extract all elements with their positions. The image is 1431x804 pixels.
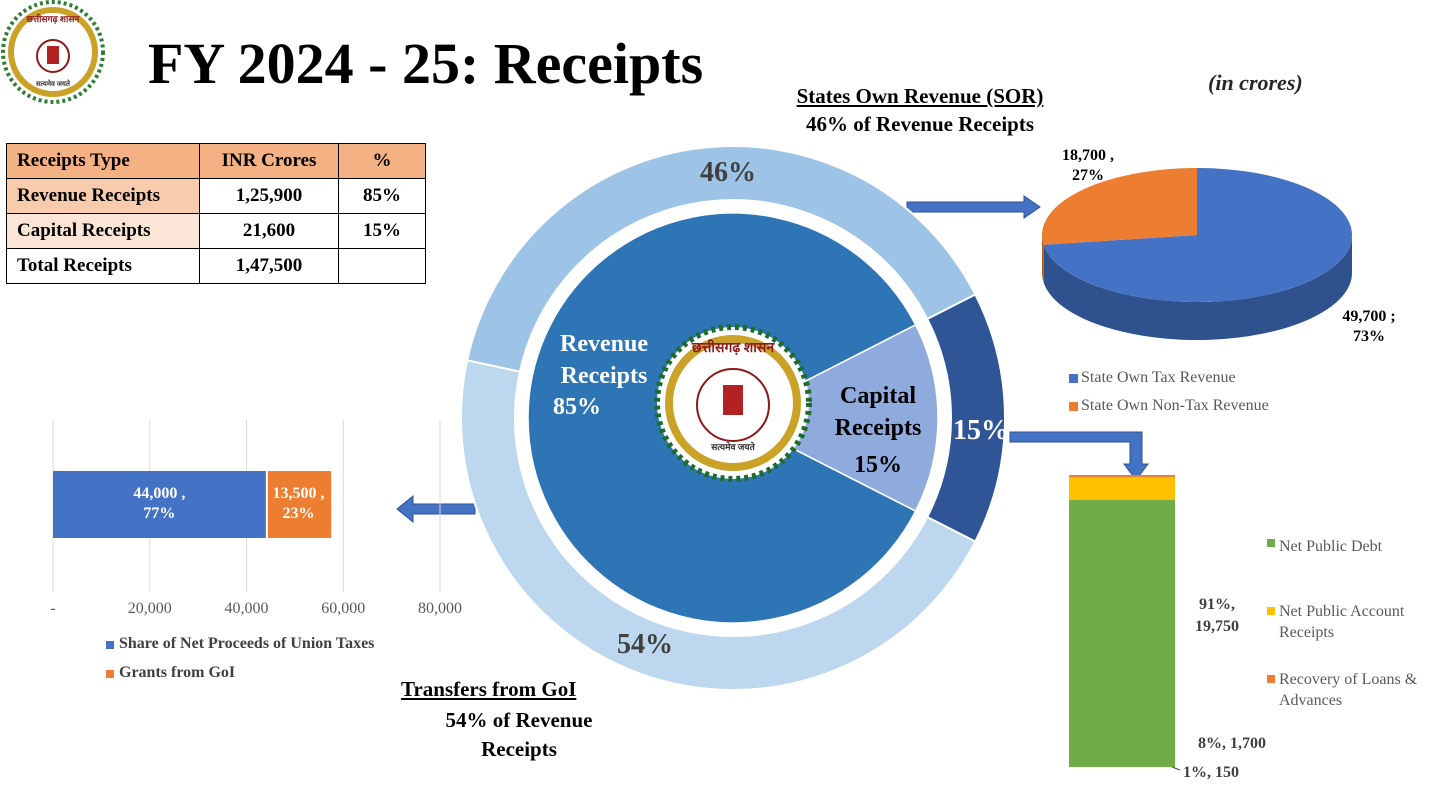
emblem-text: छत्तीसगढ़ शासन bbox=[26, 14, 80, 24]
legend-label: State Own Tax Revenue bbox=[1081, 369, 1236, 386]
legend-label: State Own Non-Tax Revenue bbox=[1081, 397, 1269, 414]
x-tick-label: 60,000 bbox=[321, 600, 366, 617]
annotation-title: States Own Revenue (SOR) bbox=[796, 84, 1044, 108]
data-label: 44,000 , 77% bbox=[133, 485, 186, 522]
table-cell bbox=[338, 248, 426, 284]
legend-label: Recovery of Loans & Advances bbox=[1279, 671, 1418, 709]
table-cell: 85% bbox=[338, 178, 426, 214]
emblem-center bbox=[654, 324, 812, 482]
x-tick-label: 80,000 bbox=[418, 600, 462, 617]
pie-side bbox=[1042, 235, 1044, 283]
table-cell: Total Receipts bbox=[6, 248, 200, 284]
table-header: INR Crores bbox=[199, 143, 339, 179]
receipts-table: Receipts Type INR Crores% Revenue Receipt… bbox=[6, 143, 426, 284]
x-tick-label: 40,000 bbox=[224, 600, 269, 617]
legend-label: Grants from GoI bbox=[119, 664, 236, 681]
ring-segment bbox=[465, 145, 977, 373]
slice-label: Revenue Receipts bbox=[560, 331, 648, 389]
table-header: % bbox=[338, 143, 426, 179]
emblem-text: छत्तीसगढ़ शासन bbox=[691, 341, 775, 356]
ring-label: 15% bbox=[953, 415, 1009, 446]
table-header: Receipts Type bbox=[6, 143, 200, 179]
data-label: 1%, 150 bbox=[1183, 764, 1239, 781]
legend-swatch bbox=[1069, 374, 1078, 383]
bar bbox=[1069, 475, 1175, 478]
ring-segment bbox=[460, 359, 977, 691]
x-tick-label: - bbox=[50, 600, 56, 617]
data-label: 49,700 ; 73% bbox=[1342, 308, 1396, 345]
table-cell: 21,600 bbox=[199, 213, 339, 249]
bar bbox=[1069, 477, 1175, 501]
legend-swatch bbox=[1267, 539, 1275, 547]
arrow bbox=[1009, 431, 1149, 481]
legend-label: Share of Net Proceeds of Union Taxes bbox=[119, 635, 375, 652]
data-label: 18,700 , 27% bbox=[1062, 147, 1114, 184]
legend-label: Net Public Debt bbox=[1279, 538, 1383, 555]
ring-label: 54% bbox=[617, 629, 673, 660]
pie-side bbox=[1043, 235, 1352, 341]
table-cell: Revenue Receipts bbox=[6, 178, 200, 214]
legend-swatch bbox=[1267, 675, 1275, 683]
ring-label: 46% bbox=[700, 157, 756, 188]
pie-slice bbox=[1042, 168, 1197, 245]
annotation-note: 54% of Revenue Receipts bbox=[445, 708, 593, 761]
bar bbox=[1069, 500, 1175, 767]
annotation-title: Transfers from GoI bbox=[401, 677, 577, 701]
legend-swatch bbox=[1267, 607, 1275, 615]
table-cell: 1,25,900 bbox=[199, 178, 339, 214]
emblem-text: सत्यमेव जयते bbox=[36, 80, 70, 88]
emblem-logo bbox=[1, 0, 105, 104]
annotation-note: 46% of Revenue Receipts bbox=[805, 112, 1035, 136]
unit-note: (in crores) bbox=[1208, 70, 1303, 95]
emblem-text: सत्यमेव जयते bbox=[711, 442, 755, 452]
data-label: 91%, 19,750 bbox=[1195, 596, 1239, 635]
pie-slice bbox=[731, 323, 939, 513]
ring-segment bbox=[925, 293, 1006, 543]
bar bbox=[53, 471, 266, 538]
slice-label: 15% bbox=[854, 452, 902, 478]
arrow bbox=[396, 494, 476, 524]
legend-swatch bbox=[106, 641, 114, 649]
arrow bbox=[906, 195, 1041, 219]
data-label: 13,500 , 23% bbox=[272, 485, 325, 522]
bar bbox=[267, 471, 332, 538]
legend-swatch bbox=[1069, 402, 1078, 411]
table-cell: 1,47,500 bbox=[199, 248, 339, 284]
data-label: 8%, 1,700 bbox=[1198, 735, 1266, 752]
legend-swatch bbox=[106, 670, 114, 678]
x-tick-label: 20,000 bbox=[127, 600, 172, 617]
table-cell: Capital Receipts bbox=[6, 213, 200, 249]
leader-line bbox=[1171, 766, 1181, 771]
table-cell: 15% bbox=[338, 213, 426, 249]
title: FY 2024 - 25: Receipts bbox=[148, 31, 704, 96]
legend-label: Net Public Account Receipts bbox=[1279, 603, 1405, 641]
slice-label: 85% bbox=[553, 394, 601, 420]
slice-label: Capital Receipts bbox=[834, 383, 922, 441]
pie-slice bbox=[1043, 168, 1352, 303]
